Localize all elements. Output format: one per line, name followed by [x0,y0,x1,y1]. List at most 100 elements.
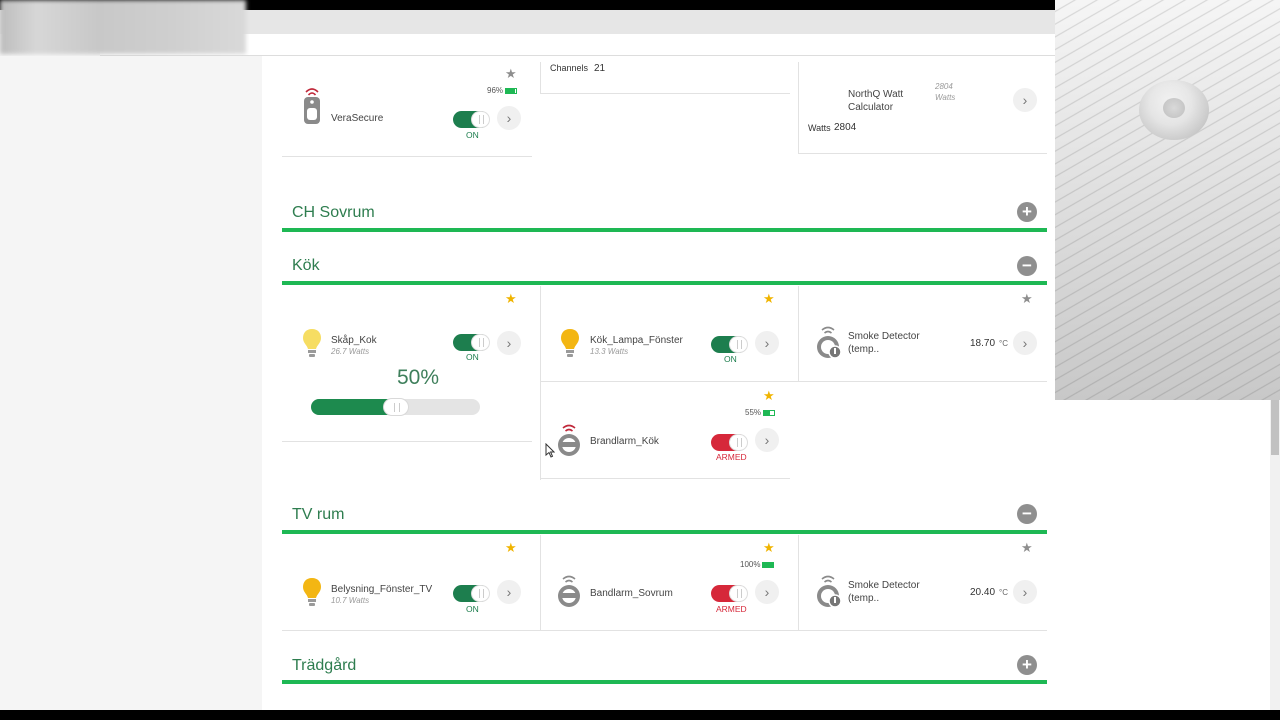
toggle-knob [729,585,748,602]
scrollbar-thumb[interactable] [1271,400,1279,455]
northq-details-arrow-icon[interactable]: › [1013,88,1037,112]
divider [540,93,790,94]
skap-kok-details-arrow-icon[interactable]: › [497,331,521,355]
collapse-minus-icon[interactable]: − [1017,256,1037,276]
belysning-details-arrow-icon[interactable]: › [497,580,521,604]
room-title-tradgard[interactable]: Trädgård [292,657,357,674]
temp-unit: °C [999,588,1009,597]
device-name-bandlarm-sovrum[interactable]: Bandlarm_Sovrum [590,588,673,599]
verasecure-state: ON [466,130,479,140]
favorite-star-icon[interactable]: ★ [505,66,517,81]
device-name-skap-kok[interactable]: Skåp_Kok [331,335,377,346]
device-name-kok-lampa[interactable]: Kök_Lampa_Fönster [590,335,683,346]
smoke-tv-temperature: 20.40 °C [970,587,1008,598]
bandlarm-sovrum-toggle[interactable] [711,585,748,602]
kok-lampa-toggle[interactable] [711,336,748,353]
room-divider-bar [282,228,1047,232]
favorite-star-icon[interactable]: ★ [763,291,775,306]
divider [540,62,541,94]
expand-plus-icon[interactable]: + [1017,655,1037,675]
channels-value: 21 [594,63,606,74]
battery-icon [762,561,775,568]
brandlarm-kok-details-arrow-icon[interactable]: › [755,428,779,452]
skap-kok-state: ON [466,352,479,362]
device-power-belysning: 10.7 Watts [331,596,370,605]
battery-fill [506,88,516,93]
device-name-smoke-tv-line1[interactable]: Smoke Detector [848,580,920,591]
divider [798,286,799,382]
dimmer-slider-handle[interactable] [383,398,409,416]
watts-label: Watts [808,123,831,133]
brandlarm-kok-state: ARMED [716,452,747,462]
divider [282,630,1047,631]
device-power-kok-lampa: 13.3 Watts [590,347,629,356]
camera-shade [1055,0,1280,400]
bandlarm-sovrum-details-arrow-icon[interactable]: › [755,580,779,604]
verasecure-toggle[interactable] [453,111,490,128]
smoke-tv-details-arrow-icon[interactable]: › [1013,580,1037,604]
battery-fill [763,562,774,567]
temp-unit: °C [999,339,1009,348]
device-name-smoke-kok-line2[interactable]: (temp.. [848,344,880,355]
northq-reading-unit: Watts [935,93,956,102]
channels-label: Channels [550,63,589,73]
device-name-verasecure[interactable]: VeraSecure [331,113,384,124]
skap-kok-toggle[interactable] [453,334,490,351]
favorite-star-icon[interactable]: ★ [1021,540,1033,555]
security-device-icon [304,88,320,124]
brandlarm-kok-toggle[interactable] [711,434,748,451]
expand-plus-icon[interactable]: + [1017,202,1037,222]
smoke-detector-photo [1139,80,1209,140]
temp-value: 18.70 [970,338,996,349]
room-title-tv-rum[interactable]: TV rum [292,506,345,523]
temp-value: 20.40 [970,587,996,598]
battery-percent: 96% [487,86,504,95]
kok-lampa-details-arrow-icon[interactable]: › [755,331,779,355]
smoke-kok-temperature: 18.70 °C [970,338,1008,349]
favorite-star-icon[interactable]: ★ [763,540,775,555]
device-name-belysning[interactable]: Belysning_Fönster_TV [331,584,433,595]
dimmer-percent: 50% [397,366,440,389]
fire-alarm-icon [558,575,580,607]
battery-indicator: 100% [740,560,775,569]
scrollbar-track[interactable] [1270,400,1280,710]
favorite-star-icon[interactable]: ★ [505,540,517,555]
dashboard-content [262,56,1055,710]
battery-icon [505,87,518,94]
device-name-smoke-tv-line2[interactable]: (temp.. [848,593,880,604]
device-name-smoke-kok-line1[interactable]: Smoke Detector [848,331,920,342]
favorite-star-icon[interactable]: ★ [505,291,517,306]
room-title-kok[interactable]: Kök [292,257,320,274]
camera-feed [1055,0,1280,400]
smoke-detector-icon [817,575,842,608]
favorite-star-icon[interactable]: ★ [1021,291,1033,306]
device-name-brandlarm-kok[interactable]: Brandlarm_Kök [590,436,659,447]
divider [282,156,532,157]
right-blank-area [1055,400,1270,710]
divider [282,441,532,442]
kok-lampa-state: ON [724,354,737,364]
favorite-star-icon[interactable]: ★ [763,388,775,403]
toggle-knob [729,434,748,451]
battery-fill [764,410,770,415]
smoke-detector-icon [817,326,842,359]
divider [798,153,1047,154]
toggle-knob [471,334,490,351]
toggle-knob [471,111,490,128]
collapse-minus-icon[interactable]: − [1017,504,1037,524]
device-power-skap-kok: 26.7 Watts [331,347,370,356]
light-bulb-icon [561,329,579,357]
top-black-bar [0,0,1055,10]
battery-indicator: 55% [745,408,776,417]
room-title-ch-sovrum[interactable]: CH Sovrum [292,204,375,221]
device-name-northq-line1[interactable]: NorthQ Watt [848,89,904,100]
device-name-northq-line2[interactable]: Calculator [848,102,894,113]
verasecure-details-arrow-icon[interactable]: › [497,106,521,130]
divider [540,478,790,479]
divider [798,535,799,631]
belysning-toggle[interactable] [453,585,490,602]
battery-percent: 100% [740,560,761,569]
battery-percent: 55% [745,408,762,417]
toggle-knob [471,585,490,602]
smoke-kok-details-arrow-icon[interactable]: › [1013,331,1037,355]
